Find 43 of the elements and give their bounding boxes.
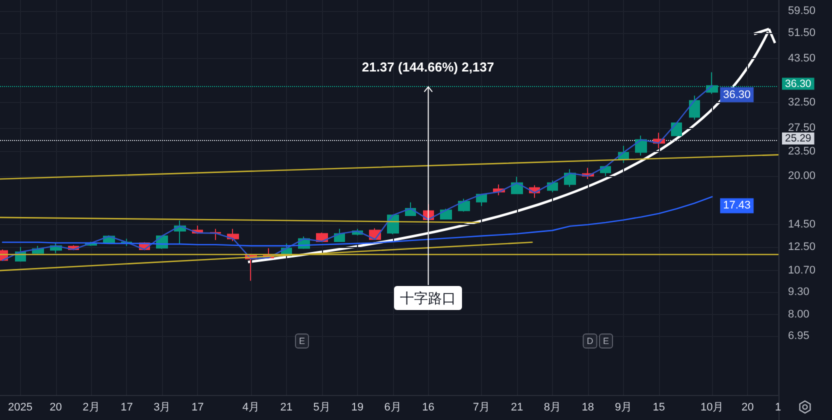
x-tick-label: 8月 xyxy=(544,402,562,414)
y-tick-label: 59.50 xyxy=(788,5,816,18)
y-tick-label: 9.30 xyxy=(788,286,810,298)
y-tick-label: 12.50 xyxy=(788,241,816,254)
x-tick-label: 2月 xyxy=(82,402,100,414)
annotation: E xyxy=(298,336,306,346)
x-tick-label: 3月 xyxy=(154,402,171,414)
data-label: 36.30 xyxy=(723,88,751,101)
x-tick-label: 9月 xyxy=(614,402,632,414)
x-tick-label: 20 xyxy=(741,402,754,414)
annotation: E xyxy=(602,336,610,346)
y-tick-label: 23.50 xyxy=(788,146,816,158)
x-tick-label: 21 xyxy=(510,402,524,414)
x-tick-label: 2025 xyxy=(8,402,33,414)
y-tick-label: 14.50 xyxy=(788,218,816,231)
ref-line-label: 25.29 xyxy=(785,132,812,144)
x-tick-label: 21 xyxy=(280,402,292,414)
x-tick-label: 18 xyxy=(582,402,594,414)
x-tick-label: 7月 xyxy=(472,402,490,414)
x-tick-label: 15 xyxy=(652,402,666,414)
data-label: 17.43 xyxy=(723,200,751,212)
y-tick-label: 10.70 xyxy=(788,264,816,277)
x-tick-label: 10月 xyxy=(700,402,724,414)
y-tick-label: 27.50 xyxy=(788,122,816,134)
annotation: 十字路口 xyxy=(400,290,456,306)
y-tick-label: 43.50 xyxy=(788,52,816,64)
y-tick-label: 6.95 xyxy=(788,330,810,342)
annotation: 21.37 (144.66%) 2,137 xyxy=(362,60,494,74)
annotation: D xyxy=(586,336,594,346)
x-tick-label: 5月 xyxy=(313,402,330,414)
x-tick-label: 20 xyxy=(50,402,62,414)
y-tick-label: 8.00 xyxy=(788,308,810,321)
y-tick-label: 20.00 xyxy=(788,170,816,182)
y-tick-label: 32.50 xyxy=(788,96,816,109)
x-tick-label: 17 xyxy=(192,402,204,414)
x-tick-label: 17 xyxy=(120,402,133,414)
x-tick-label: 16 xyxy=(422,402,434,414)
x-tick-label: 4月 xyxy=(242,402,260,414)
x-tick-label: 1 xyxy=(774,402,782,414)
y-tick-label: 51.50 xyxy=(788,26,816,39)
ref-line-label: 36.30 xyxy=(785,78,812,90)
x-tick-label: 19 xyxy=(351,402,364,414)
x-tick-label: 6月 xyxy=(384,402,402,414)
